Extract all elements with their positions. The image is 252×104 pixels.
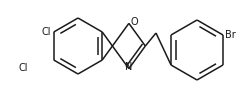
Text: Cl: Cl	[41, 27, 51, 37]
Text: Br: Br	[224, 30, 235, 40]
Text: Cl: Cl	[18, 63, 28, 73]
Text: N: N	[125, 62, 132, 72]
Text: O: O	[130, 17, 138, 27]
